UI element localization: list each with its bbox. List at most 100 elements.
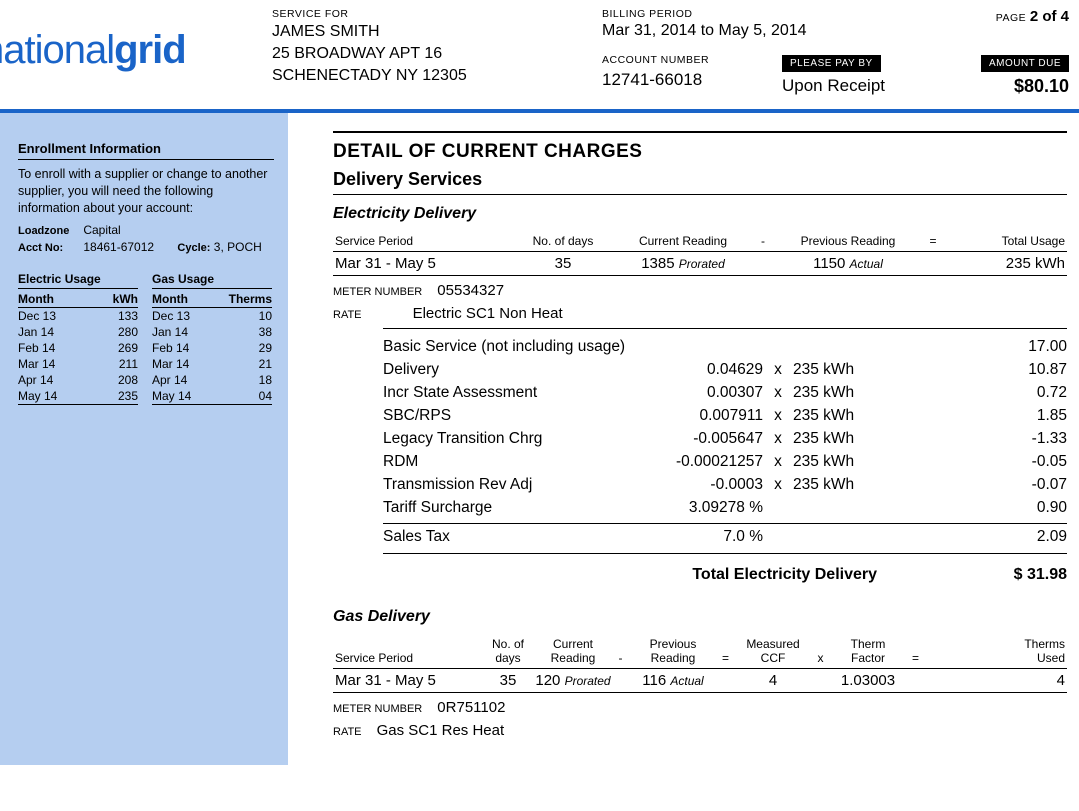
- col-used: Therms Used: [923, 634, 1067, 669]
- gas-delivery-heading: Gas Delivery: [333, 608, 1067, 626]
- table-row: Feb 1429: [152, 340, 272, 356]
- bill-header: nationalgrid SERVICE FOR JAMES SMITH 25 …: [0, 0, 1079, 97]
- delivery-services-heading: Delivery Services: [333, 169, 1067, 195]
- usage-tables: Electric Usage MonthkWh Dec 13133 Jan 14…: [18, 272, 274, 405]
- col-ccf: Measured CCF: [733, 634, 813, 669]
- service-for-block: SERVICE FOR JAMES SMITH 25 BROADWAY APT …: [272, 8, 602, 97]
- col-previous: Previous Reading: [628, 634, 718, 669]
- electric-line-items: Basic Service (not including usage)17.00…: [383, 328, 1067, 554]
- cycle-value: 3, POCH: [214, 240, 262, 254]
- col-previous-reading: Previous Reading: [773, 231, 923, 252]
- col-service-period: Service Period: [333, 231, 513, 252]
- table-row: Apr 1418: [152, 372, 272, 388]
- meter-number-label: METER NUMBER: [333, 703, 422, 715]
- electric-total-row: Total Electricity Delivery $ 31.98: [333, 560, 1067, 584]
- line-item: Incr State Assessment0.00307x235 kWh0.72: [383, 381, 1067, 404]
- meter-number-label: METER NUMBER: [333, 286, 422, 298]
- gas-meter-row: METER NUMBER 0R751102: [333, 699, 1067, 716]
- gas-usage-table: Gas Usage MonthTherms Dec 1310 Jan 1438 …: [152, 272, 272, 405]
- content-area: Enrollment Information To enroll with a …: [0, 113, 1079, 765]
- page-indicator: PAGE 2 of 4: [862, 8, 1069, 40]
- company-logo: nationalgrid: [0, 8, 272, 97]
- electric-usage-title: Electric Usage: [18, 272, 138, 289]
- account-number-label: ACCOUNT NUMBER: [602, 54, 782, 66]
- table-row: Dec 1310: [152, 307, 272, 324]
- table-row: Apr 14208: [18, 372, 138, 388]
- service-for-label: SERVICE FOR: [272, 8, 602, 20]
- logo-text-2: grid: [114, 28, 186, 72]
- header-info: SERVICE FOR JAMES SMITH 25 BROADWAY APT …: [272, 8, 1069, 97]
- gas-therms-header: Therms: [209, 291, 272, 308]
- loadzone-row: Loadzone Capital: [18, 223, 274, 237]
- main-content: DETAIL OF CURRENT CHARGES Delivery Servi…: [288, 113, 1079, 765]
- line-item: Delivery0.04629x235 kWh10.87: [383, 358, 1067, 381]
- table-row: Mar 1421: [152, 356, 272, 372]
- pay-by-block: PLEASE PAY BY Upon Receipt: [782, 54, 962, 97]
- electric-rate-value: Electric SC1 Non Heat: [413, 305, 563, 322]
- detail-title: DETAIL OF CURRENT CHARGES: [333, 141, 1067, 163]
- account-number-value: 12741-66018: [602, 70, 782, 90]
- gas-month-header: Month: [152, 291, 209, 308]
- line-item: Tariff Surcharge3.09278 %0.90: [383, 496, 1067, 519]
- billing-period-value: Mar 31, 2014 to May 5, 2014: [602, 22, 862, 40]
- rule: [333, 131, 1067, 133]
- address-line-2: SCHENECTADY NY 12305: [272, 66, 602, 86]
- line-item: Sales Tax7.0 %2.09: [383, 523, 1067, 549]
- sidebar: Enrollment Information To enroll with a …: [0, 113, 288, 765]
- electric-service-row: Mar 31 - May 5 35 1385 Prorated 1150 Act…: [333, 252, 1067, 276]
- enrollment-text: To enroll with a supplier or change to a…: [18, 166, 274, 217]
- page-label: PAGE: [996, 12, 1026, 24]
- header-right-col: BILLING PERIOD Mar 31, 2014 to May 5, 20…: [602, 8, 1069, 97]
- acct-label: Acct No:: [18, 242, 80, 254]
- enrollment-heading: Enrollment Information: [18, 141, 274, 160]
- line-item: RDM-0.00021257x235 kWh-0.05: [383, 450, 1067, 473]
- acct-value: 18461-67012: [83, 240, 154, 254]
- col-eq: =: [923, 231, 943, 252]
- table-row: May 14235: [18, 388, 138, 405]
- col-current-reading: Current Reading: [613, 231, 753, 252]
- electric-rate-row: RATE Electric SC1 Non Heat: [333, 305, 1067, 322]
- col-days: No. of days: [513, 231, 613, 252]
- table-row: Jan 14280: [18, 324, 138, 340]
- acct-row: Acct No: 18461-67012 Cycle: 3, POCH: [18, 240, 274, 254]
- line-item: SBC/RPS0.007911x235 kWh1.85: [383, 404, 1067, 427]
- account-number-block: ACCOUNT NUMBER 12741-66018: [602, 54, 782, 97]
- electric-total-amount: $ 31.98: [957, 566, 1067, 584]
- line-item: Legacy Transition Chrg-0.005647x235 kWh-…: [383, 427, 1067, 450]
- table-row: May 1404: [152, 388, 272, 405]
- page-value: 2 of 4: [1030, 8, 1069, 25]
- gas-service-table: Service Period No. of days Current Readi…: [333, 634, 1067, 693]
- gas-meter-number: 0R751102: [437, 699, 505, 716]
- billing-period-block: BILLING PERIOD Mar 31, 2014 to May 5, 20…: [602, 8, 862, 40]
- table-row: Dec 13133: [18, 307, 138, 324]
- col-days: No. of days: [483, 634, 533, 669]
- col-dash: -: [753, 231, 773, 252]
- amount-due-label: AMOUNT DUE: [981, 55, 1069, 72]
- logo-text-1: national: [0, 28, 114, 72]
- electric-meter-row: METER NUMBER 05534327: [333, 282, 1067, 299]
- col-eq2: =: [908, 634, 923, 669]
- col-total-usage: Total Usage: [943, 231, 1067, 252]
- col-factor: Therm Factor: [828, 634, 908, 669]
- amount-due-value: $80.10: [962, 76, 1069, 97]
- table-row: Jan 1438: [152, 324, 272, 340]
- loadzone-label: Loadzone: [18, 225, 80, 237]
- gas-rate-row: RATE Gas SC1 Res Heat: [333, 722, 1067, 739]
- electric-service-table: Service Period No. of days Current Readi…: [333, 231, 1067, 276]
- electricity-delivery-heading: Electricity Delivery: [333, 205, 1067, 223]
- account-row: ACCOUNT NUMBER 12741-66018 PLEASE PAY BY…: [602, 54, 1069, 97]
- table-row: Feb 14269: [18, 340, 138, 356]
- amount-due-block: AMOUNT DUE $80.10: [962, 54, 1069, 97]
- gas-service-row: Mar 31 - May 5 35 120 Prorated 116 Actua…: [333, 668, 1067, 692]
- pay-by-label: PLEASE PAY BY: [782, 55, 881, 72]
- loadzone-value: Capital: [83, 223, 120, 237]
- col-x: x: [813, 634, 828, 669]
- pay-by-value: Upon Receipt: [782, 76, 962, 96]
- address-line-1: 25 BROADWAY APT 16: [272, 44, 602, 64]
- electric-month-header: Month: [18, 291, 91, 308]
- col-current: Current Reading: [533, 634, 613, 669]
- col-dash: -: [613, 634, 628, 669]
- gas-usage-title: Gas Usage: [152, 272, 272, 289]
- billing-period-label: BILLING PERIOD: [602, 8, 862, 20]
- cycle-label: Cycle:: [177, 242, 210, 254]
